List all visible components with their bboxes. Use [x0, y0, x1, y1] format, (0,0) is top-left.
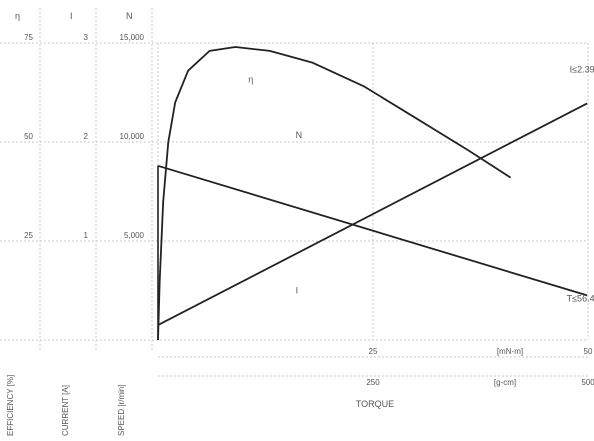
y-tick-label: 75: [24, 33, 33, 42]
x-tick-label-top: 25: [369, 347, 378, 356]
y-tick-label: 25: [24, 231, 33, 240]
x-axis-title: TORQUE: [356, 399, 394, 409]
y-tick-label: 50: [24, 132, 33, 141]
x-tick-label-bottom: 500: [581, 378, 594, 387]
series-line: [157, 46, 512, 341]
axis-symbol: I: [70, 11, 73, 21]
x-unit-top: [mN-m]: [497, 347, 523, 356]
y-axis-title: EFFICIENCY [%]: [6, 375, 15, 436]
y-tick-label: 10,000: [120, 132, 145, 141]
y-tick-label: 1: [84, 231, 89, 240]
curve-annotation: N: [296, 130, 303, 140]
y-tick-label: 3: [84, 33, 89, 42]
axis-symbol: η: [15, 11, 20, 21]
grid: [0, 8, 589, 377]
y-tick-label: 2: [84, 132, 89, 141]
y-axis-title: SPEED [r/min]: [117, 384, 126, 436]
x-unit-bottom: [g-cm]: [494, 378, 516, 387]
curve-annotation: T≤56.4: [567, 293, 594, 303]
x-tick-label-top: 50: [584, 347, 593, 356]
curve-annotation: I≤2.39: [570, 65, 594, 75]
y-tick-label: 15,000: [120, 33, 145, 42]
series-group: [157, 46, 588, 341]
y-axis-title: CURRENT [A]: [61, 385, 70, 436]
labels: η 25 50 75 EFFICIENCY [%] I 1 2 3 CURRENT [A] N 5,0…: [6, 11, 594, 436]
axis-symbol: N: [126, 11, 133, 21]
curve-annotation: I: [296, 285, 299, 295]
x-tick-label-bottom: 250: [366, 378, 380, 387]
y-tick-label: 5,000: [124, 231, 145, 240]
series-line: [157, 102, 588, 326]
series-line: [157, 164, 588, 297]
curve-annotation: η: [248, 75, 253, 85]
